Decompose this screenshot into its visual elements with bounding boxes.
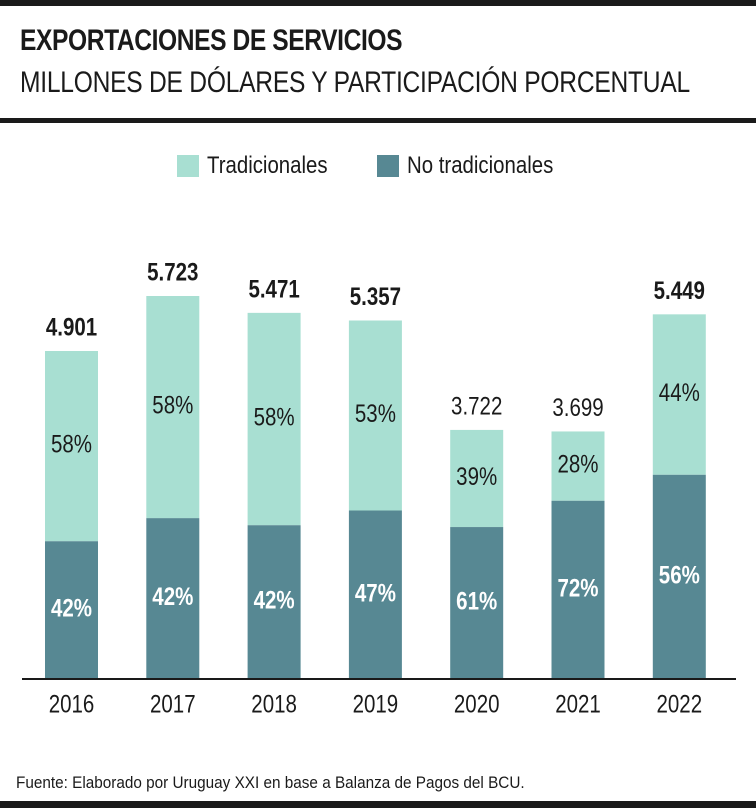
label-total-2018: 5.471 (248, 274, 300, 302)
chart-subtitle: MILLONES DE DÓLARES Y PARTICIPACIÓN PORC… (20, 66, 690, 99)
label-total-2022: 5.449 (654, 276, 705, 304)
label-pct-no-tradicionales-2020: 61% (456, 587, 497, 615)
label-total-2017: 5.723 (147, 258, 198, 286)
label-total-2019: 5.357 (350, 282, 401, 310)
label-total-2021: 3.699 (552, 393, 603, 421)
label-total-2016: 4.901 (46, 313, 98, 341)
bar-no-tradicionales-2016 (45, 541, 98, 679)
label-pct-no-tradicionales-2016: 42% (51, 594, 92, 622)
legend-swatch-tradicionales (177, 155, 200, 177)
legend-item-no-tradicionales: No tradicionales (376, 152, 579, 180)
bar-tradicionales-2021 (551, 431, 605, 501)
x-tick-label-2016: 2016 (49, 690, 95, 718)
bar-tradicionales-2020 (450, 429, 504, 528)
top-rule (0, 0, 756, 6)
legend: Tradicionales No tradicionales (0, 152, 756, 180)
x-tick-label-2018: 2018 (251, 690, 297, 718)
x-tick-label-2021: 2021 (555, 690, 601, 718)
label-pct-tradicionales-2018: 58% (254, 403, 295, 431)
x-tick-label-2019: 2019 (353, 690, 399, 718)
label-pct-no-tradicionales-2022: 56% (659, 561, 700, 589)
bar-no-tradicionales-2021 (551, 500, 605, 679)
bar-no-tradicionales-2022 (652, 474, 706, 679)
label-pct-tradicionales-2022: 44% (659, 378, 700, 406)
source-note: Fuente: Elaborado por Uruguay XXI en bas… (16, 773, 525, 792)
label-pct-tradicionales-2017: 58% (152, 391, 193, 419)
legend-label-no-tradicionales: No tradicionales (406, 152, 554, 179)
bar-tradicionales-2022 (652, 314, 706, 475)
bar-no-tradicionales-2020 (450, 527, 504, 679)
bar-tradicionales-2017 (146, 296, 200, 519)
chart-title: EXPORTACIONES DE SERVICIOS (20, 24, 403, 57)
bar-no-tradicionales-2019 (348, 510, 402, 679)
bar-tradicionales-2018 (247, 312, 301, 526)
x-tick-label-2020: 2020 (454, 690, 500, 718)
label-pct-tradicionales-2016: 58% (51, 430, 92, 458)
label-pct-no-tradicionales-2019: 47% (355, 578, 396, 606)
bottom-rule (0, 801, 756, 808)
bar-tradicionales-2019 (348, 320, 402, 511)
legend-item-tradicionales: Tradicionales (177, 152, 349, 180)
label-pct-no-tradicionales-2021: 72% (557, 574, 598, 602)
label-total-2020: 3.722 (451, 392, 502, 420)
label-pct-tradicionales-2021: 28% (557, 450, 598, 478)
bar-tradicionales-2016 (45, 351, 98, 542)
label-pct-tradicionales-2020: 39% (456, 462, 497, 490)
label-pct-no-tradicionales-2017: 42% (152, 582, 193, 610)
bar-no-tradicionales-2017 (146, 518, 200, 679)
x-tick-label-2017: 2017 (150, 690, 196, 718)
x-tick-label-2022: 2022 (656, 690, 702, 718)
label-pct-no-tradicionales-2018: 42% (254, 586, 295, 614)
header-rule (0, 118, 756, 123)
legend-label-tradicionales: Tradicionales (207, 152, 328, 179)
bar-no-tradicionales-2018 (247, 525, 301, 679)
label-pct-tradicionales-2019: 53% (355, 399, 396, 427)
legend-swatch-no-tradicionales (376, 155, 399, 177)
